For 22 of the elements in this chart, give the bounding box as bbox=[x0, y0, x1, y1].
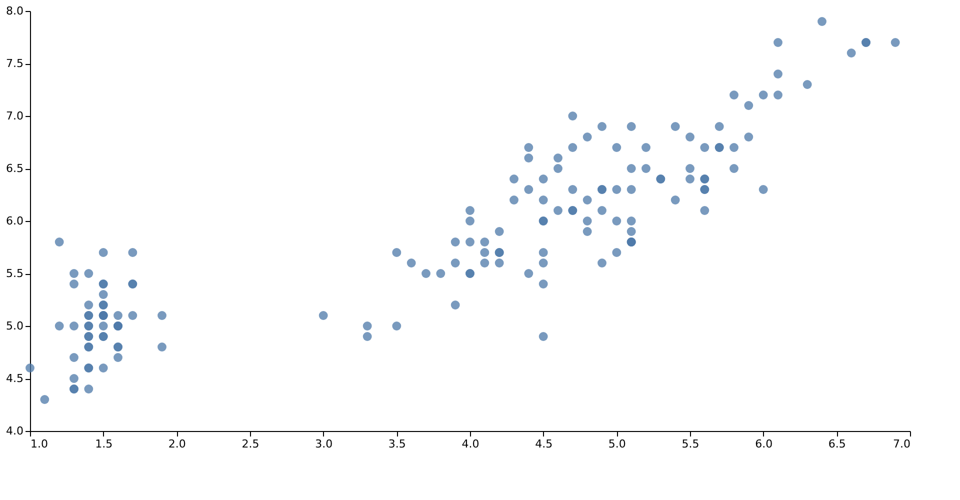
x-tick-label: 7.0 bbox=[893, 438, 910, 450]
x-tick-label: 6.5 bbox=[828, 438, 846, 450]
y-tick-label: 6.0 bbox=[6, 214, 24, 228]
x-tick-label: 4.0 bbox=[462, 438, 480, 450]
x-tick-label: 3.5 bbox=[388, 438, 406, 450]
y-tick-label: 4.5 bbox=[6, 372, 24, 385]
x-tick-label: 6.0 bbox=[755, 438, 773, 450]
y-tick-label: 5.0 bbox=[6, 320, 24, 332]
y-tick-label: 7.5 bbox=[6, 57, 24, 70]
x-tick-label: 2.0 bbox=[168, 438, 186, 450]
x-tick-label: 5.5 bbox=[682, 438, 700, 450]
x-tick-label: 1.0 bbox=[30, 438, 48, 450]
x-tick-label: 4.5 bbox=[535, 438, 553, 450]
y-tick-label: 7.0 bbox=[6, 110, 24, 122]
x-tick-label: 5.0 bbox=[608, 438, 626, 450]
y-tick-label: 8.0 bbox=[6, 4, 24, 18]
x-tick-label: 1.5 bbox=[95, 438, 113, 450]
y-tick-label: 6.5 bbox=[6, 162, 24, 175]
x-tick-label: 2.5 bbox=[242, 438, 260, 450]
x-tick-label: 3.0 bbox=[315, 438, 333, 450]
y-tick-label: 5.5 bbox=[6, 267, 24, 280]
y-tick-label: 4.0 bbox=[6, 424, 24, 438]
